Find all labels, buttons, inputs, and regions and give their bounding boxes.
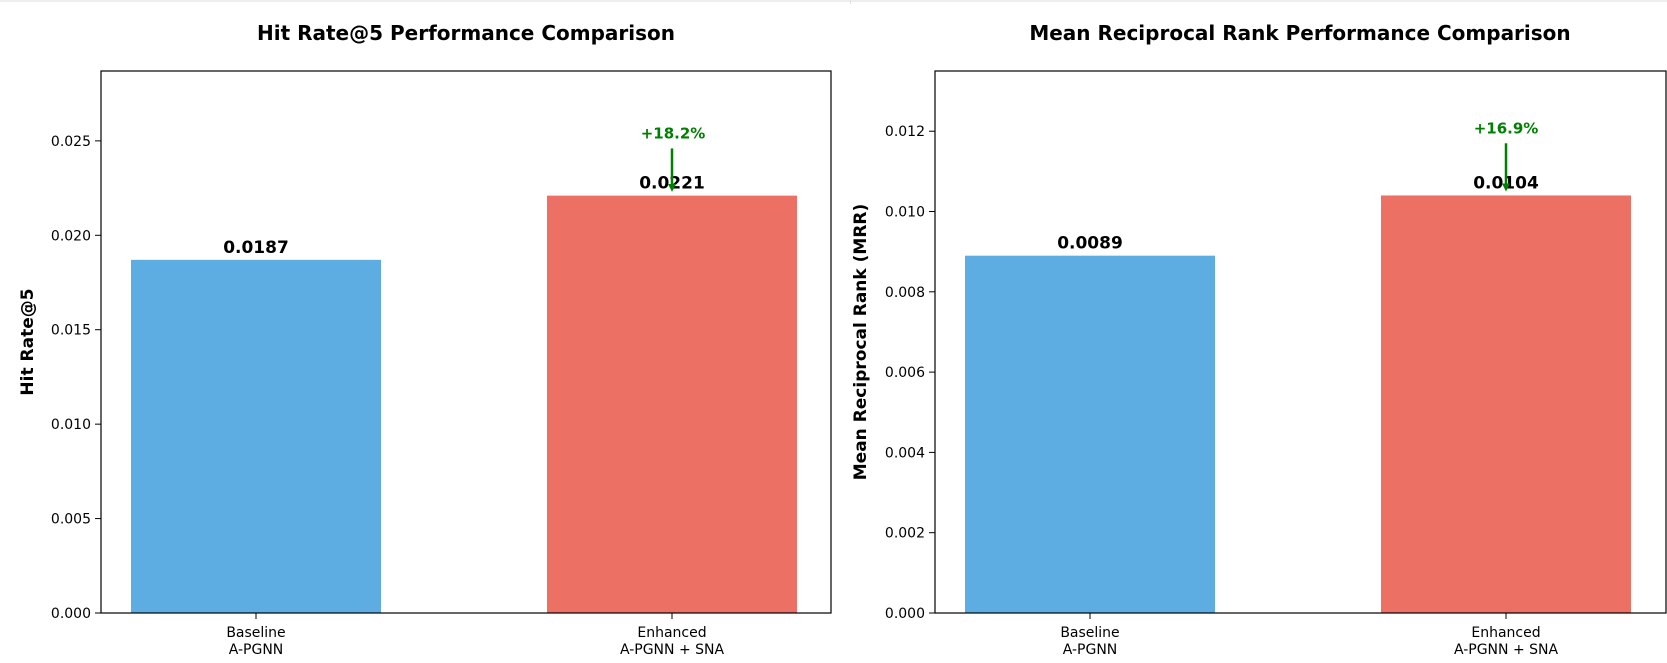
chart2-ytick-label: 0.004 xyxy=(885,445,925,461)
chart1-ytick-label: 0.020 xyxy=(51,228,91,244)
chart1-axes-frame xyxy=(100,70,832,614)
chart1-annotation-text: +18.2% xyxy=(641,124,706,142)
chart1-bar-1 xyxy=(131,259,381,613)
chart2-ytick-label: 0.006 xyxy=(885,365,925,381)
chart1-ytick-label: 0.000 xyxy=(51,606,91,622)
chart2-bar-1 xyxy=(965,255,1215,613)
chart1-value-label-1: 0.0187 xyxy=(223,238,289,258)
chart2-value-label-1: 0.0089 xyxy=(1057,234,1123,254)
chart2-annotation-text: +16.9% xyxy=(1474,119,1539,137)
chart1-ytick-label: 0.005 xyxy=(51,512,91,528)
chart2-ylabel: Mean Reciprocal Rank (MRR) xyxy=(851,204,871,481)
chart2-ytick-label: 0.012 xyxy=(885,124,925,140)
chart2-ytick-label: 0.000 xyxy=(885,606,925,622)
chart1-xtick-label-1: Baseline A-PGNN xyxy=(226,625,285,658)
chart2-xtick-label-2: Enhanced A-PGNN + SNA xyxy=(1454,625,1559,658)
chart2-xtick-label-1: Baseline A-PGNN xyxy=(1060,625,1119,658)
chart1-xtick-label-2: Enhanced A-PGNN + SNA xyxy=(620,625,725,658)
chart1-bar-2 xyxy=(547,195,797,613)
chart2-title: Mean Reciprocal Rank Performance Compari… xyxy=(1029,21,1570,45)
chart2-ytick-label: 0.010 xyxy=(885,205,925,221)
chart2-bar-2 xyxy=(1381,195,1631,613)
chart1-ytick-label: 0.025 xyxy=(51,134,91,150)
chart1-ytick-label: 0.015 xyxy=(51,323,91,339)
chart2-axes-frame xyxy=(934,70,1667,614)
chart2-ytick-label: 0.002 xyxy=(885,526,925,542)
panel-divider xyxy=(850,0,851,4)
chart1-ylabel: Hit Rate@5 xyxy=(18,288,38,395)
chart2-ytick-label: 0.008 xyxy=(885,285,925,301)
chart1-ytick-label: 0.010 xyxy=(51,417,91,433)
top-border xyxy=(0,0,1667,2)
chart1-title: Hit Rate@5 Performance Comparison xyxy=(257,21,675,45)
